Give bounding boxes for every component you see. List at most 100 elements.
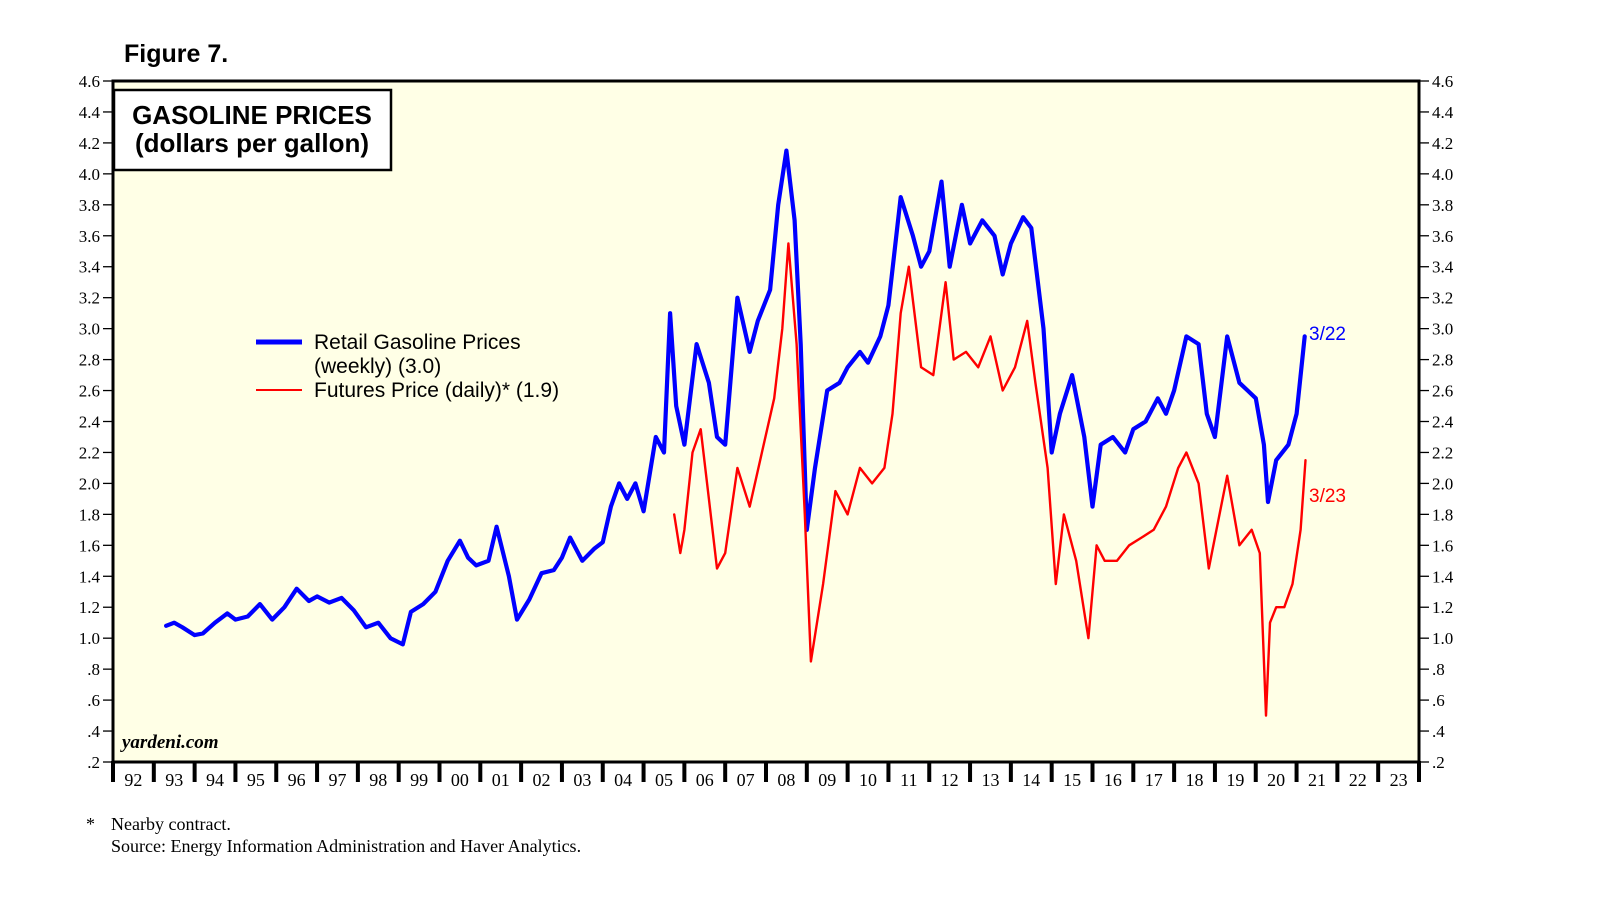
plot-area bbox=[113, 81, 1419, 762]
x-tick-label: 18 bbox=[1186, 770, 1204, 790]
y-tick-label-left: 2.6 bbox=[79, 382, 100, 401]
x-tick-label: 09 bbox=[818, 770, 836, 790]
footnotes: * Nearby contract. Source: Energy Inform… bbox=[86, 814, 581, 856]
y-tick-label-right: 3.4 bbox=[1432, 258, 1454, 277]
y-tick-label-left: 2.8 bbox=[79, 351, 100, 370]
x-tick-label: 19 bbox=[1226, 770, 1244, 790]
y-tick-label-right: .4 bbox=[1432, 722, 1445, 741]
y-tick-label-left: 3.6 bbox=[79, 227, 100, 246]
y-tick-label-right: .8 bbox=[1432, 660, 1445, 679]
y-tick-label-left: 2.2 bbox=[79, 443, 100, 462]
y-tick-label-left: .8 bbox=[87, 660, 100, 679]
y-tick-label-left: 1.4 bbox=[79, 567, 101, 586]
y-tick-label-left: 4.6 bbox=[79, 72, 100, 91]
x-tick-label: 95 bbox=[247, 770, 265, 790]
y-tick-label-right: 3.0 bbox=[1432, 320, 1453, 339]
x-tick-label: 17 bbox=[1145, 770, 1163, 790]
x-tick-label: 05 bbox=[655, 770, 673, 790]
x-tick-label: 08 bbox=[777, 770, 795, 790]
axis-ticks: .2 .2 .4 .4 .6 .6 .8 .8 1.0 1.0 1.2 1.2 1.4 1.4 1.6 1.6… bbox=[79, 72, 1454, 790]
y-tick-label-right: 2.2 bbox=[1432, 443, 1453, 462]
y-tick-label-right: 3.8 bbox=[1432, 196, 1453, 215]
x-tick-label: 04 bbox=[614, 770, 632, 790]
legend-label-futures: Futures Price (daily)* (1.9) bbox=[314, 379, 559, 402]
x-tick-label: 92 bbox=[124, 770, 142, 790]
y-tick-label-right: 2.4 bbox=[1432, 413, 1454, 432]
y-tick-label-left: 1.8 bbox=[79, 505, 100, 524]
y-tick-label-right: 1.4 bbox=[1432, 567, 1454, 586]
y-tick-label-right: 1.8 bbox=[1432, 505, 1453, 524]
x-tick-label: 93 bbox=[165, 770, 183, 790]
x-tick-label: 96 bbox=[288, 770, 306, 790]
x-tick-label: 13 bbox=[981, 770, 999, 790]
x-tick-label: 14 bbox=[1022, 770, 1040, 790]
y-tick-label-left: 3.8 bbox=[79, 196, 100, 215]
y-tick-label-left: 2.0 bbox=[79, 474, 100, 493]
end-label-futures: 3/23 bbox=[1309, 486, 1346, 507]
y-tick-label-right: 1.6 bbox=[1432, 536, 1453, 555]
x-tick-label: 99 bbox=[410, 770, 428, 790]
figure-label: Figure 7. bbox=[124, 40, 228, 68]
x-tick-label: 03 bbox=[573, 770, 591, 790]
y-tick-label-right: 4.0 bbox=[1432, 165, 1453, 184]
chart-subtitle: (dollars per gallon) bbox=[135, 128, 369, 158]
x-tick-label: 11 bbox=[900, 770, 917, 790]
y-tick-label-left: 1.2 bbox=[79, 598, 100, 617]
chart-title-box: GASOLINE PRICES (dollars per gallon) bbox=[112, 88, 393, 172]
x-tick-label: 10 bbox=[859, 770, 877, 790]
chart-title: GASOLINE PRICES bbox=[132, 100, 372, 130]
footnote-source: Source: Energy Information Administratio… bbox=[111, 836, 581, 856]
y-tick-label-left: 3.4 bbox=[79, 258, 101, 277]
y-tick-label-right: .2 bbox=[1432, 753, 1445, 772]
legend-label-retail-detail: (weekly) (3.0) bbox=[314, 355, 441, 378]
footnote-note: Nearby contract. bbox=[111, 814, 231, 834]
x-tick-label: 23 bbox=[1390, 770, 1408, 790]
series-line-retail bbox=[164, 148, 1307, 647]
y-tick-label-right: 4.2 bbox=[1432, 134, 1453, 153]
x-tick-label: 12 bbox=[941, 770, 959, 790]
y-tick-label-right: 2.6 bbox=[1432, 382, 1453, 401]
y-tick-label-left: 4.2 bbox=[79, 134, 100, 153]
title-box-border bbox=[112, 88, 393, 172]
y-tick-label-left: 4.4 bbox=[79, 103, 101, 122]
y-tick-label-left: 3.2 bbox=[79, 289, 100, 308]
y-tick-label-left: .2 bbox=[87, 753, 100, 772]
y-tick-label-right: 1.2 bbox=[1432, 598, 1453, 617]
y-tick-label-left: 2.4 bbox=[79, 413, 101, 432]
x-tick-label: 01 bbox=[492, 770, 510, 790]
legend: Retail Gasoline Prices (weekly) (3.0) Fu… bbox=[256, 331, 559, 402]
y-tick-label-right: .6 bbox=[1432, 691, 1445, 710]
y-tick-label-left: 1.6 bbox=[79, 536, 100, 555]
x-tick-label: 16 bbox=[1104, 770, 1122, 790]
x-tick-label: 07 bbox=[737, 770, 755, 790]
x-tick-label: 97 bbox=[328, 770, 346, 790]
series-line-futures bbox=[673, 242, 1307, 717]
x-tick-label: 22 bbox=[1349, 770, 1367, 790]
y-tick-label-right: 3.2 bbox=[1432, 289, 1453, 308]
x-tick-label: 00 bbox=[451, 770, 469, 790]
y-tick-label-left: .4 bbox=[87, 722, 100, 741]
y-tick-label-right: 4.4 bbox=[1432, 103, 1454, 122]
y-tick-label-right: 1.0 bbox=[1432, 629, 1453, 648]
y-tick-label-right: 2.8 bbox=[1432, 351, 1453, 370]
y-tick-label-left: 3.0 bbox=[79, 320, 100, 339]
y-tick-label-right: 2.0 bbox=[1432, 474, 1453, 493]
x-tick-label: 21 bbox=[1308, 770, 1326, 790]
y-tick-label-left: .6 bbox=[87, 691, 100, 710]
footnote-star: * bbox=[86, 814, 95, 834]
y-tick-label-left: 1.0 bbox=[79, 629, 100, 648]
x-tick-label: 02 bbox=[533, 770, 551, 790]
x-tick-label: 06 bbox=[696, 770, 714, 790]
y-tick-label-right: 3.6 bbox=[1432, 227, 1453, 246]
end-label-retail: 3/22 bbox=[1309, 324, 1346, 345]
series-lines bbox=[164, 148, 1307, 717]
x-tick-label: 94 bbox=[206, 770, 224, 790]
legend-label-retail: Retail Gasoline Prices bbox=[314, 331, 521, 354]
plot-frame bbox=[111, 79, 1421, 764]
y-tick-label-left: 4.0 bbox=[79, 165, 100, 184]
x-tick-label: 15 bbox=[1063, 770, 1081, 790]
y-tick-label-right: 4.6 bbox=[1432, 72, 1453, 91]
x-tick-label: 98 bbox=[369, 770, 387, 790]
watermark: yardeni.com bbox=[120, 732, 219, 753]
